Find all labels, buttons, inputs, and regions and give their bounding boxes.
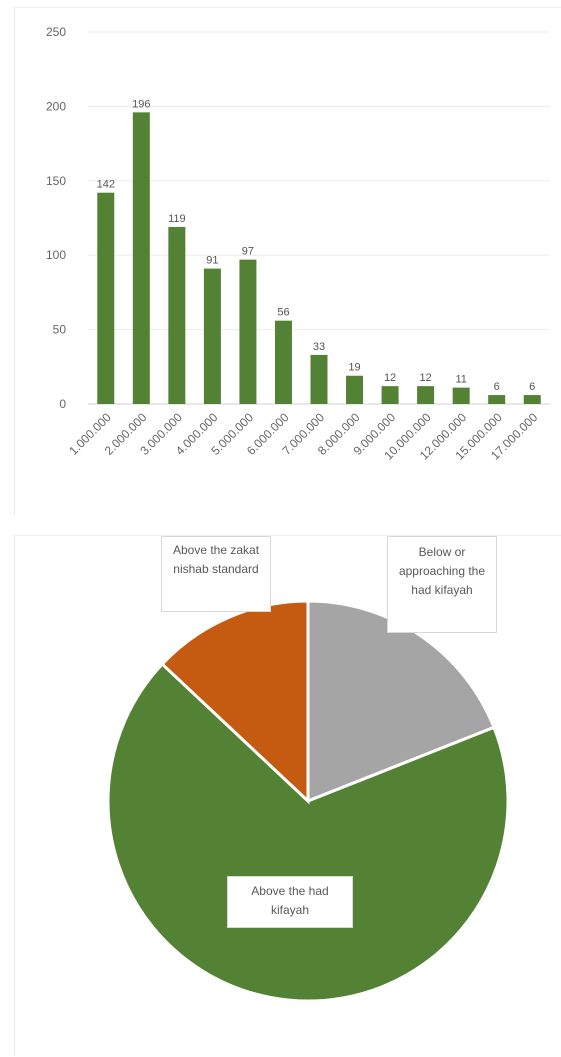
bar [97,192,115,404]
pie-label-above-nishab: Above the zakat nishab standard [161,536,271,612]
y-tick-label: 200 [46,99,66,113]
y-tick-label: 250 [46,25,66,39]
bar [168,226,186,404]
bar-chart-plot: 0501001502002501421.000.0001962.000.0001… [46,25,550,463]
pie-chart-plot [106,599,510,1003]
y-tick-label: 150 [46,174,66,188]
pie-label-above-kifayah: Above the had kifayah [227,876,353,928]
bar-chart: 0 50 100 150 200 250 142 1.000.000 196 2.000.000 1… [14,7,561,515]
bar-data-label: 142 [97,179,115,191]
bar-data-label: 19 [348,362,360,374]
bar-data-label: 6 [529,381,535,393]
bar-data-label: 119 [168,213,186,225]
bar [523,395,541,404]
pie-label-below-kifayah: Below or approaching the had kifayah [387,536,497,633]
bar [274,320,292,404]
y-tick-label: 50 [53,323,67,337]
bar [239,259,257,404]
pie-slice [160,599,310,805]
bar-data-label: 6 [494,381,500,393]
bar [452,387,470,404]
bar-data-label: 12 [384,372,396,384]
bar [417,386,435,404]
bar-data-label: 12 [419,372,431,384]
bar [310,354,328,404]
bar-data-label: 97 [242,246,254,258]
pie-slice [106,661,510,1003]
bar-data-label: 196 [132,98,150,110]
bar [488,395,506,404]
y-tick-label: 0 [59,397,66,411]
bar [346,375,364,404]
bar-data-label: 91 [206,255,218,267]
y-tick-label: 100 [46,248,66,262]
bar-data-label: 11 [455,374,466,386]
bar-data-label: 33 [313,341,325,353]
pie-slice [306,599,496,804]
bar [132,112,150,405]
bar [381,386,399,404]
pie-chart: Below or approaching the had kifayah Abo… [14,535,561,1056]
bar-data-label: 56 [277,307,289,319]
bar [203,268,221,404]
